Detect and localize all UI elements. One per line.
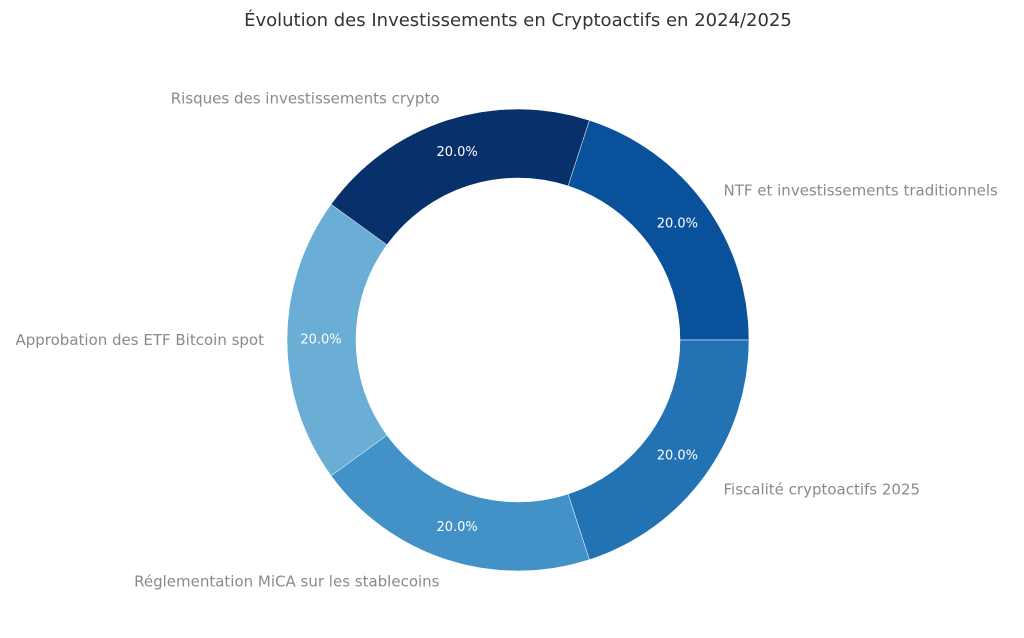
slice-value-label: 20.0%: [300, 333, 341, 348]
slice-category-label: NTF et investissements traditionnels: [723, 182, 998, 200]
labels-group: 20.0% NTF et investissements traditionnel…: [15, 89, 998, 590]
slice-category-label: Réglementation MiCA sur les stablecoins: [134, 573, 440, 591]
slices-group: [286, 108, 750, 572]
donut-slice: [330, 434, 590, 572]
slice-value-label: 20.0%: [436, 520, 477, 535]
slice-value-label: 20.0%: [436, 145, 477, 160]
slice-category-label: Risques des investissements crypto: [171, 89, 440, 107]
slice-value-label: 20.0%: [657, 448, 698, 463]
slice-value-label: 20.0%: [657, 217, 698, 232]
slice-category-label: Approbation des ETF Bitcoin spot: [15, 331, 264, 349]
chart-title: Évolution des Investissements en Cryptoa…: [244, 9, 792, 31]
slice-category-label: Fiscalité cryptoactifs 2025: [723, 480, 920, 498]
donut-slice: [330, 108, 590, 246]
